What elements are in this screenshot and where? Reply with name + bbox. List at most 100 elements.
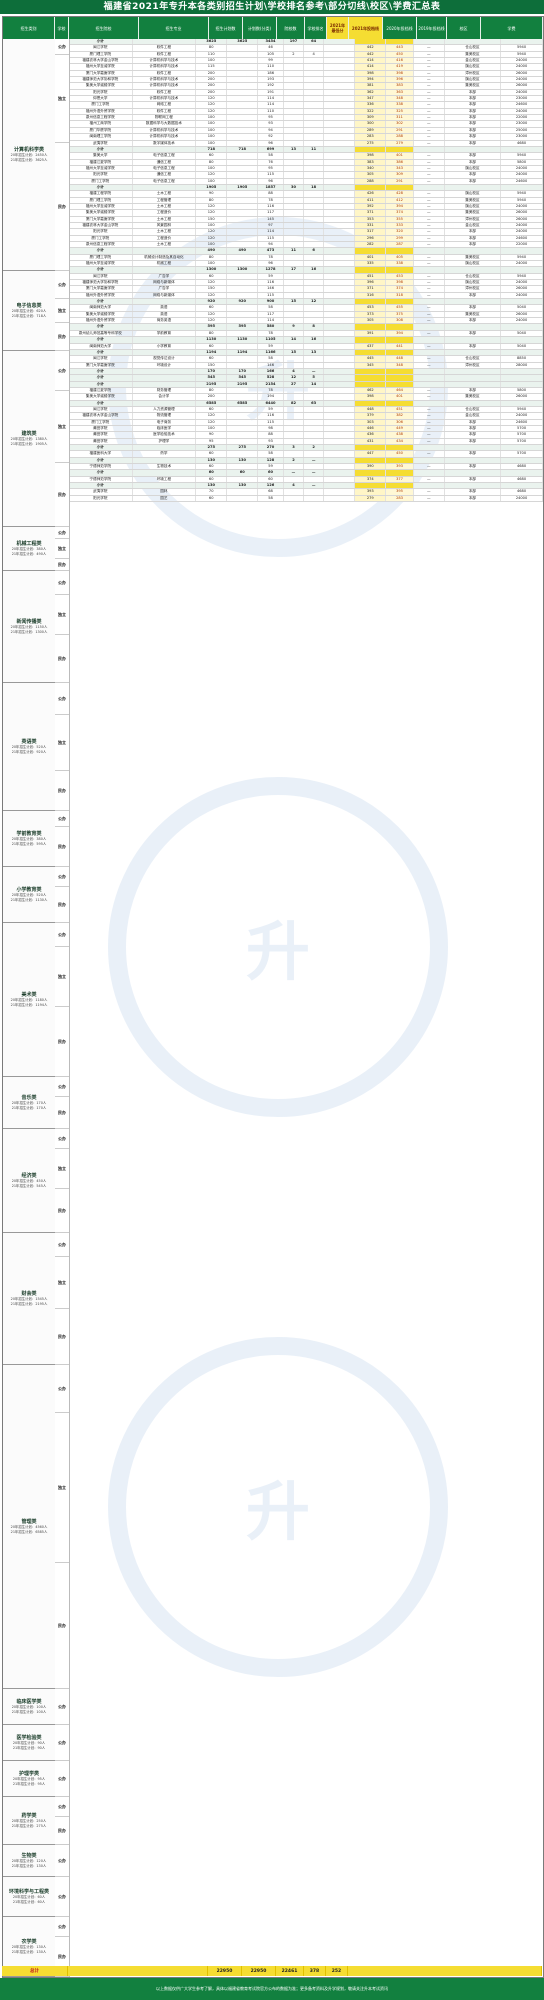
table-cell: 394 (355, 77, 387, 83)
table-cell (445, 267, 502, 273)
table-cell (284, 77, 305, 83)
table-cell: 306 (386, 419, 414, 425)
table-cell: 353 (355, 216, 387, 222)
table-cell: 软件工程 (133, 89, 197, 96)
table-row: 福建江夏学院 财务管理 80 78 462 464— 本部 5800 (3, 387, 543, 395)
school-type-cell: 公办 (55, 923, 69, 947)
category-name: 音乐类 (21, 1095, 37, 1101)
table-cell (227, 89, 259, 96)
table-cell: 厦门工学院 (69, 235, 133, 241)
table-row: 福州外语外贸学院 商务英语 120 114 305 308— 本部 24000 (3, 318, 543, 325)
subtotal-row: 小计 130 130 128 2— (3, 457, 543, 465)
table-cell (227, 280, 259, 286)
table-cell (355, 184, 387, 191)
table-cell: 16 (304, 337, 325, 343)
table-cell: 1166 (258, 349, 284, 356)
category-name: 计算机科学类 (13, 147, 44, 153)
table-cell (284, 159, 305, 165)
table-cell: 广告学 (133, 286, 197, 292)
table-cell: 护理学 (133, 438, 197, 444)
table-cell (324, 191, 356, 197)
table-cell (324, 337, 356, 343)
table-cell: — (414, 235, 445, 241)
table-cell: 福州大学至诚学院 (69, 261, 133, 267)
table-cell: 453 (355, 305, 387, 311)
school-type-cell: 公办 (55, 683, 69, 715)
school-type-cell: 公办 (55, 1877, 69, 1917)
table-cell: 288 (386, 134, 414, 140)
table-cell (501, 368, 543, 375)
table-cell: 小计 (69, 39, 133, 45)
table-cell: 本部 (445, 102, 502, 108)
table-cell (227, 77, 259, 83)
school-type-cell: 民办 (55, 887, 69, 923)
table-cell (304, 330, 325, 337)
table-cell: 5 (304, 375, 325, 381)
table-row: 厦门华厦学院 计算机科学与技术 100 94 289 291— 本部 25000 (3, 127, 543, 135)
table-cell: 88 (258, 432, 284, 438)
table-cell (324, 368, 356, 375)
table-cell: 软件工程 (133, 70, 197, 77)
plan-2021: 21年招生计划：100人 (11, 1710, 47, 1714)
table-cell: 集美大学 (69, 153, 133, 159)
table-cell: — (414, 476, 445, 483)
table-cell (324, 184, 356, 191)
table-cell (324, 140, 356, 146)
table-cell: 仓山校区 (445, 406, 502, 413)
plan-2020: 20年招生计划：2450人 (10, 153, 48, 157)
table-cell: 411 (355, 197, 387, 203)
table-cell (501, 299, 543, 305)
table-cell: 718 (227, 146, 259, 153)
school-type-cell: 公办 (55, 1233, 69, 1257)
table-cell (284, 165, 305, 172)
table-cell: 厦门工学院 (69, 178, 133, 184)
table-cell: 1857 (258, 184, 284, 191)
category-cell: 生物类 20年招生计划：120人 21年招生计划：130人 (3, 1845, 55, 1877)
table-cell: — (414, 280, 445, 286)
plan-2021: 21年招生计划：60人 (12, 1900, 46, 1904)
school-type-cell: 公办 (55, 1917, 69, 1937)
table-cell: 94 (258, 242, 284, 248)
table-cell: 88 (258, 191, 284, 197)
table-cell: 416 (386, 58, 414, 64)
table-cell: 428 (386, 191, 414, 197)
subtotal-row: 小计 920 920 900 15 12 (3, 299, 543, 306)
table-cell: 96 (258, 261, 284, 267)
table-cell: 物联网工程 (133, 115, 197, 121)
table-cell (324, 292, 356, 299)
table-cell: 集美校区 (445, 210, 502, 216)
table-cell: 200 (196, 394, 228, 400)
table-cell (324, 254, 356, 261)
table-cell: 377 (386, 476, 414, 483)
table-cell (501, 337, 543, 343)
table-cell (227, 134, 259, 140)
table-cell (445, 39, 502, 45)
table-cell (284, 235, 305, 241)
table-cell: 18 (304, 184, 325, 191)
table-cell (284, 83, 305, 89)
category-name: 护理学类 (18, 1771, 39, 1777)
table-cell: 382 (386, 413, 414, 419)
table-cell: 191 (258, 89, 284, 96)
table-cell: 本部 (445, 305, 502, 311)
header-cell: 计划数(分类) (243, 17, 277, 39)
table-cell: 人力资源管理 (133, 406, 197, 413)
table-cell (445, 470, 502, 476)
table-cell: 5940 (501, 51, 543, 58)
table-cell: 309 (386, 172, 414, 178)
table-cell: 99 (258, 58, 284, 64)
table-cell (324, 324, 356, 330)
table-cell: 6440 (258, 400, 284, 406)
plan-2021: 21年招生计划：2195人 (10, 1302, 48, 1306)
table-cell: 146 (258, 362, 284, 368)
table-cell: 120 (196, 413, 228, 419)
table-row: 厦门理工学院 软件工程 110 105 2 4 442 450— 集美校区 5940 (3, 51, 543, 59)
subtotal-row: 小计 718 718 699 13 11 (3, 146, 543, 154)
table-cell (324, 197, 356, 203)
table-row: 泉州信息工程学院 土木工程 100 94 282 287— 本部 22000 (3, 242, 543, 249)
table-cell: — (414, 203, 445, 210)
school-type-cell: 公办 (55, 867, 69, 887)
table-cell (304, 58, 325, 64)
table-cell: 生物技术 (133, 464, 197, 470)
table-cell: 100 (196, 222, 228, 229)
